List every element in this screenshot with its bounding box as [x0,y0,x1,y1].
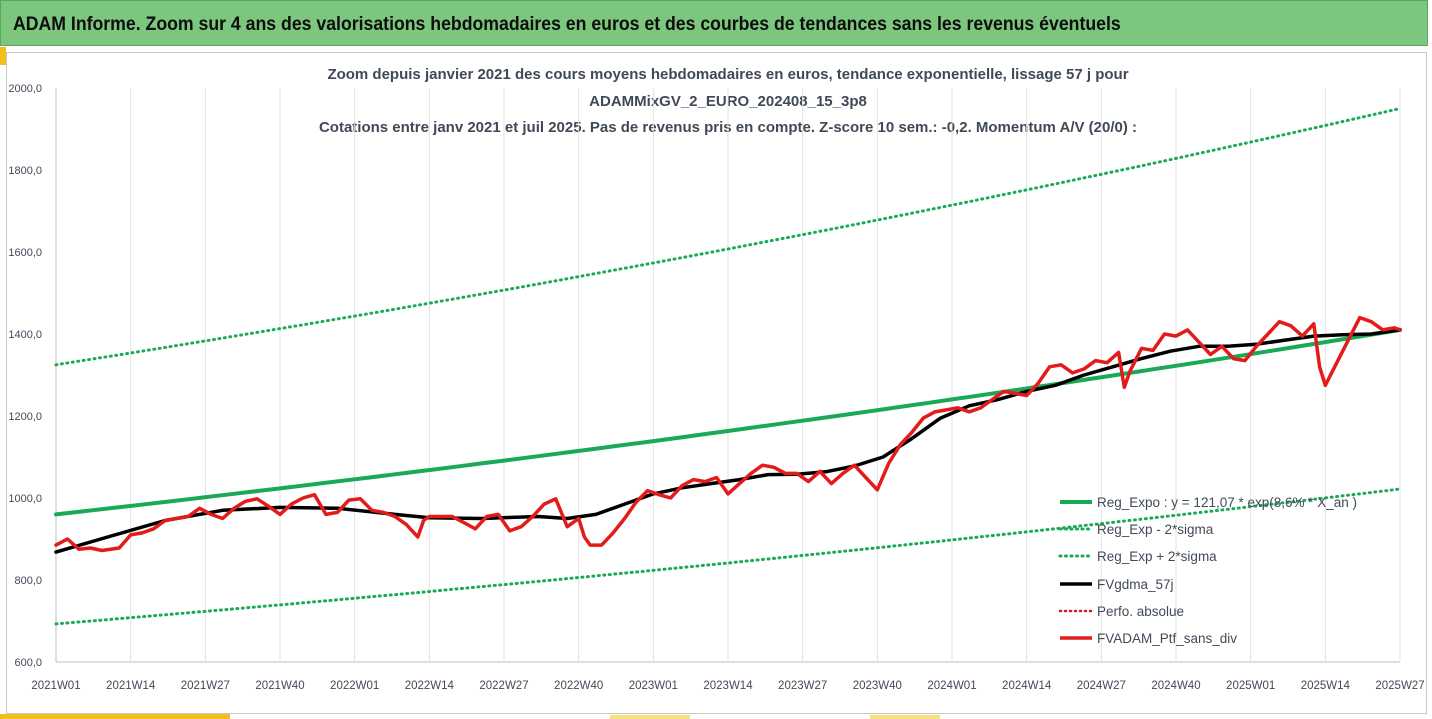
y-tick-label: 1600,0 [8,247,42,259]
report-banner: ADAM Informe. Zoom sur 4 ans des valoris… [0,0,1428,46]
x-tick-label: 2025W01 [1226,680,1275,692]
legend-label: Reg_Expo : y = 121,07 * exp(8,6% * X_an … [1097,495,1357,510]
x-tick-label: 2022W40 [554,680,603,692]
y-tick-label: 1200,0 [8,411,42,423]
legend-label: FVADAM_Ptf_sans_div [1097,631,1237,646]
legend-label: Reg_Exp - 2*sigma [1097,522,1214,537]
accent-stripe-bottom-3 [870,715,940,719]
series-line-fvgdma [54,328,1402,554]
x-tick-label: 2024W01 [927,680,976,692]
x-tick-label: 2021W27 [181,680,230,692]
x-tick-label: 2023W40 [853,680,902,692]
x-tick-label: 2024W40 [1151,680,1200,692]
x-tick-label: 2025W14 [1301,680,1351,692]
x-tick-label: 2022W01 [330,680,379,692]
x-tick-label: 2025W27 [1375,680,1424,692]
x-tick-label: 2021W40 [255,680,304,692]
accent-stripe-left [0,47,6,65]
series-line-sigma-low [54,487,1402,626]
y-tick-label: 1400,0 [8,329,42,341]
chart-title: Zoom depuis janvier 2021 des cours moyen… [327,66,1129,83]
series-line-reg-expo [54,327,1402,517]
x-tick-label: 2021W14 [106,680,156,692]
x-tick-label: 2024W27 [1077,680,1126,692]
report-title: ADAM Informe. Zoom sur 4 ans des valoris… [13,14,1121,35]
x-tick-label: 2022W14 [405,680,455,692]
series-line-ptf [54,315,1402,553]
x-tick-label: 2021W01 [31,680,80,692]
legend-label: Reg_Exp + 2*sigma [1097,549,1217,564]
x-tick-label: 2023W01 [629,680,678,692]
legend-label: FVgdma_57j [1097,577,1174,592]
x-tick-label: 2024W14 [1002,680,1052,692]
accent-stripe-bottom-2 [610,715,690,719]
chart-frame [6,52,1427,714]
y-tick-label: 600,0 [14,657,42,669]
x-tick-label: 2023W14 [703,680,753,692]
y-tick-label: 800,0 [14,575,42,587]
y-tick-label: 1000,0 [8,493,42,505]
x-tick-label: 2023W27 [778,680,827,692]
y-tick-label: 1800,0 [8,165,42,177]
accent-stripe-bottom [0,714,230,719]
series-line-sigma-high [54,107,1402,367]
x-tick-label: 2022W27 [479,680,528,692]
legend-label: Perfo. absolue [1097,604,1184,619]
y-tick-label: 2000,0 [8,83,42,95]
